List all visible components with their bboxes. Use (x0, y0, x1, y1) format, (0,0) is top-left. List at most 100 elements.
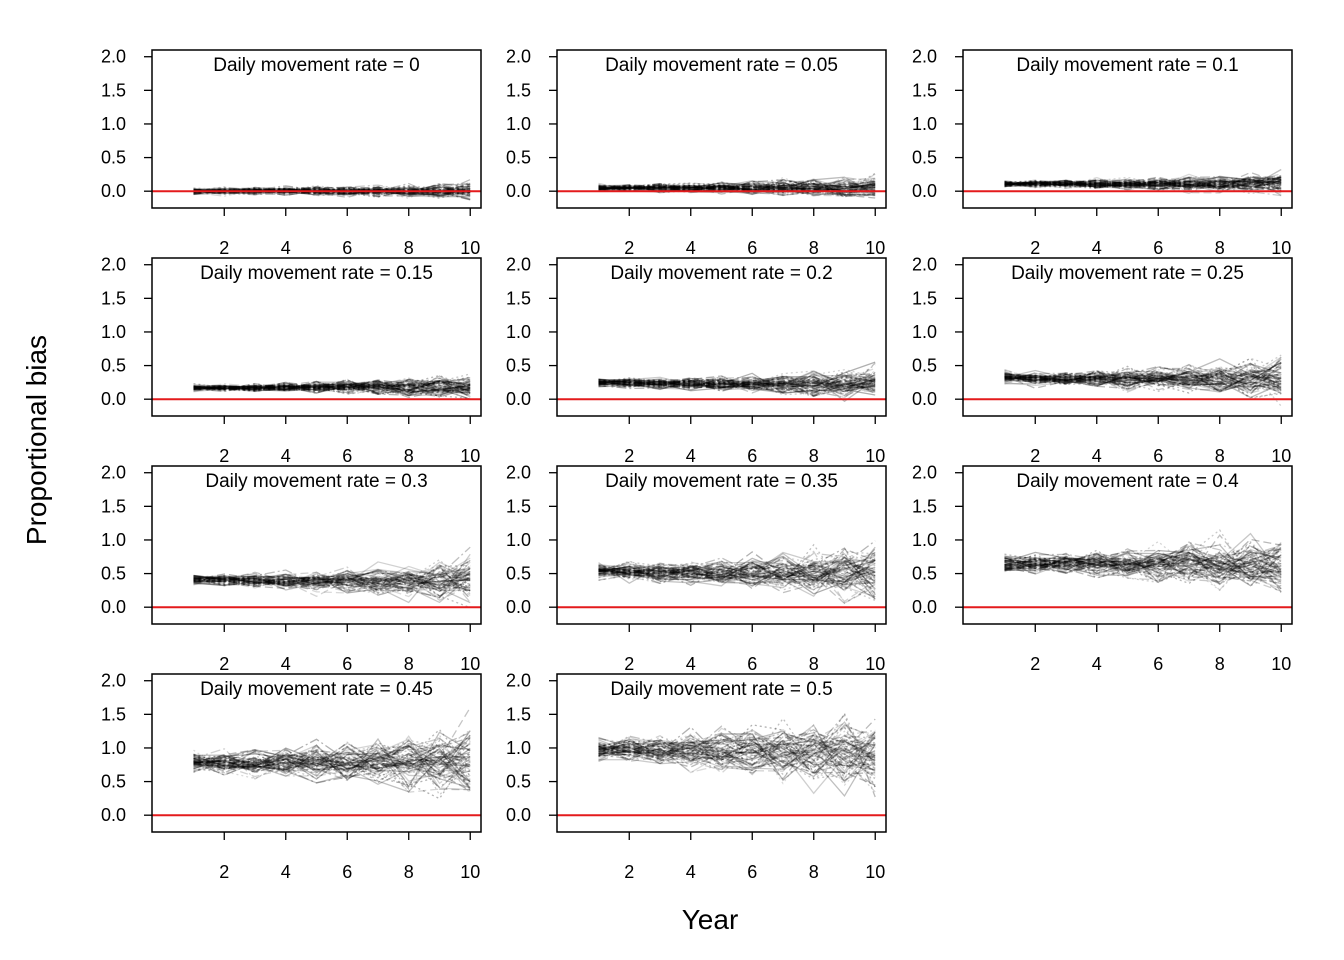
replicate-trace (1004, 361, 1282, 385)
replicate-trace (598, 379, 876, 387)
replicate-trace (1004, 557, 1282, 583)
replicate-trace (598, 561, 876, 582)
replicate-trace (598, 736, 876, 760)
replicate-trace (598, 740, 876, 775)
replicate-trace (193, 380, 471, 397)
replicate-trace (193, 573, 471, 594)
replicate-trace (193, 561, 471, 590)
replicate-trace (193, 380, 471, 395)
replicate-trace (193, 376, 471, 393)
panel-frame (556, 465, 887, 625)
x-tick-label: 10 (460, 654, 480, 674)
replicate-trace (598, 745, 876, 771)
replicate-trace (598, 737, 876, 780)
replicate-trace (598, 724, 876, 773)
replicate-trace (598, 551, 876, 577)
replicate-trace (1004, 179, 1282, 191)
x-tick-label: 2 (219, 862, 229, 882)
replicate-trace (598, 736, 876, 788)
replicate-trace (1004, 555, 1282, 574)
replicate-trace (1004, 547, 1282, 586)
replicate-trace (193, 744, 471, 770)
replicate-trace (193, 380, 471, 393)
replicate-trace (193, 379, 471, 398)
replicate-trace (193, 737, 471, 771)
replicate-trace (598, 372, 876, 392)
replicate-trace (193, 739, 471, 773)
replicate-trace (1004, 551, 1282, 580)
replicate-trace (1004, 552, 1282, 576)
replicate-trace (193, 572, 471, 590)
replicate-trace (193, 573, 471, 590)
replicate-trace (598, 376, 876, 393)
replicate-trace (598, 361, 876, 391)
replicate-trace (193, 185, 471, 195)
replicate-trace (1004, 366, 1282, 384)
replicate-trace (1004, 178, 1282, 191)
replicate-trace (598, 379, 876, 390)
replicate-trace (193, 761, 471, 773)
panel-frame (151, 465, 482, 625)
replicate-trace (193, 379, 471, 393)
replicate-trace (193, 380, 471, 394)
replicate-trace (1004, 180, 1282, 195)
y-tick-label: 2.0 (912, 255, 937, 275)
replicate-trace (1004, 362, 1282, 387)
replicate-trace (193, 745, 471, 769)
x-tick-label: 10 (1271, 654, 1291, 674)
replicate-trace (1004, 372, 1282, 391)
replicate-trace (598, 559, 876, 585)
replicate-trace (598, 559, 876, 586)
y-tick-label: 1.5 (912, 288, 937, 308)
replicate-trace (1004, 367, 1282, 382)
replicate-trace (193, 574, 471, 598)
panel-title: Daily movement rate = 0.35 (605, 471, 838, 492)
replicate-trace (598, 180, 876, 192)
replicate-trace (193, 187, 471, 196)
replicate-trace (1004, 551, 1282, 576)
replicate-trace (193, 752, 471, 779)
replicate-trace (193, 575, 471, 591)
replicate-trace (193, 749, 471, 789)
y-tick-label: 1.5 (101, 288, 126, 308)
replicate-trace (598, 561, 876, 581)
replicate-trace (598, 375, 876, 392)
replicate-trace (1004, 176, 1282, 194)
replicate-trace (1004, 552, 1282, 578)
replicate-trace (193, 379, 471, 393)
replicate-trace (193, 568, 471, 591)
replicate-trace (1004, 369, 1282, 386)
y-tick-label: 1.0 (101, 530, 126, 550)
replicate-trace (1004, 176, 1282, 187)
x-tick-label: 10 (865, 446, 885, 466)
replicate-trace (193, 378, 471, 394)
replicate-trace (1004, 362, 1282, 383)
replicate-trace (193, 188, 471, 199)
y-tick-label: 1.5 (912, 80, 937, 100)
replicate-trace (598, 738, 876, 776)
replicate-trace (1004, 367, 1282, 388)
replicate-trace (193, 743, 471, 782)
replicate-trace (1004, 373, 1282, 390)
y-tick-label: 1.0 (912, 530, 937, 550)
replicate-trace (1004, 548, 1282, 586)
y-tick-label: 0.5 (101, 356, 126, 376)
replicate-traces (193, 373, 471, 400)
replicate-trace (193, 570, 471, 589)
replicate-trace (598, 375, 876, 387)
x-tick-label: 8 (809, 862, 819, 882)
replicate-trace (1004, 375, 1282, 399)
replicate-trace (598, 181, 876, 192)
replicate-trace (598, 375, 876, 393)
x-tick-label: 4 (686, 654, 696, 674)
replicate-trace (598, 377, 876, 398)
replicate-trace (598, 378, 876, 392)
panel-frame (151, 49, 482, 209)
replicate-trace (1004, 179, 1282, 190)
replicate-trace (1004, 550, 1282, 583)
replicate-trace (598, 732, 876, 773)
replicate-trace (193, 380, 471, 393)
y-tick-label: 0.5 (912, 148, 937, 168)
replicate-trace (193, 570, 471, 587)
replicate-trace (193, 567, 471, 586)
